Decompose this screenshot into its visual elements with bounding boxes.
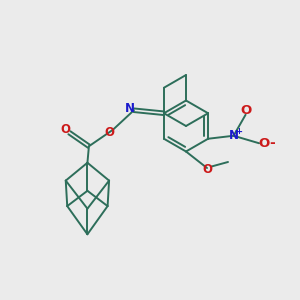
Text: O: O — [259, 137, 270, 150]
Text: -: - — [269, 136, 274, 150]
Text: N: N — [125, 102, 135, 115]
Text: O: O — [202, 163, 213, 176]
Text: +: + — [236, 127, 242, 136]
Text: N: N — [229, 129, 238, 142]
Text: O: O — [60, 123, 70, 136]
Text: O: O — [240, 104, 251, 117]
Text: O: O — [104, 126, 114, 139]
